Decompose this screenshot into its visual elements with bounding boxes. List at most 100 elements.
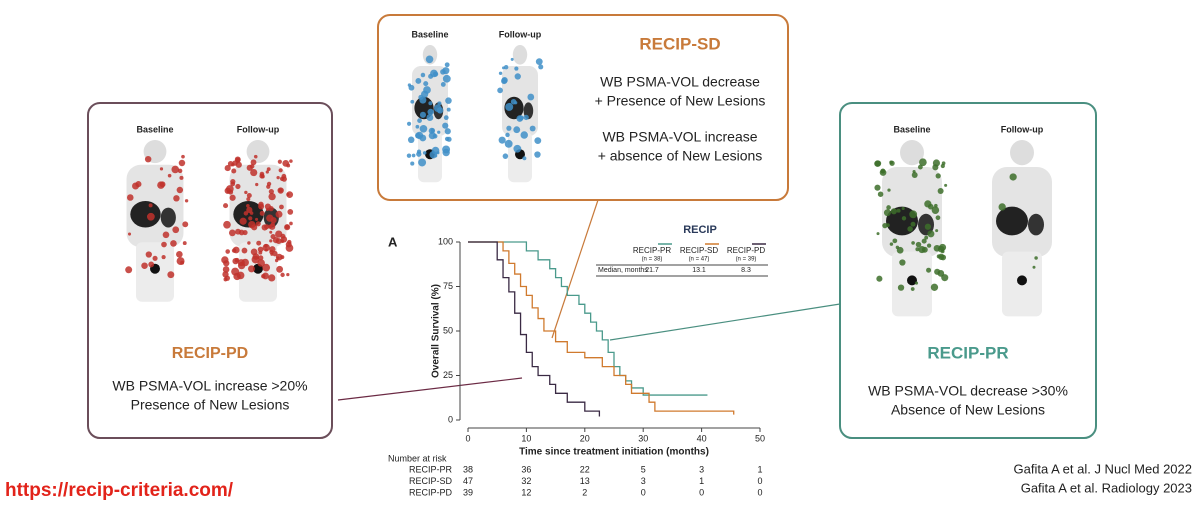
image-label: Follow-up <box>499 29 542 39</box>
image-label: Baseline <box>136 124 173 134</box>
pet-lesion <box>430 128 435 133</box>
pet-lesion <box>170 240 177 247</box>
pet-lesion <box>434 154 438 158</box>
pet-lesion <box>444 62 450 68</box>
pet-lesion <box>437 109 441 113</box>
pet-lesion <box>184 199 189 203</box>
pet-lesion <box>889 160 895 166</box>
pet-lesion <box>162 231 170 239</box>
pet-lesion <box>442 145 451 154</box>
pet-lesion <box>126 194 134 201</box>
pet-lesion <box>246 193 252 198</box>
url[interactable]: https://recip-criteria.com/ <box>5 480 234 501</box>
pet-lesion <box>505 102 514 111</box>
pet-lesion <box>286 273 290 277</box>
risk-name: RECIP-PD <box>409 487 453 497</box>
pet-lesion <box>159 181 166 188</box>
pet-lesion <box>901 216 907 221</box>
pet-lesion <box>504 139 513 148</box>
legend-n: (n = 38) <box>642 257 663 263</box>
pet-lesion <box>223 203 229 209</box>
image-label: Follow-up <box>237 124 280 134</box>
pet-lesion <box>415 78 422 84</box>
pet-lesion <box>911 172 918 178</box>
pet-lesion <box>248 216 253 221</box>
pet-lesion <box>235 183 241 190</box>
pet-lesion <box>926 243 932 248</box>
pet-lesion <box>924 235 929 240</box>
pet-lesion <box>227 160 234 167</box>
pet-lesion <box>406 121 412 126</box>
pet-lesion <box>917 164 923 170</box>
pet-lesion <box>230 181 236 187</box>
pet-lesion <box>535 58 543 66</box>
pet-lesion <box>877 191 884 197</box>
pet-lesion <box>892 238 898 244</box>
y-tick-label: 50 <box>443 325 453 335</box>
risk-count: 3 <box>699 464 704 474</box>
pet-lesion <box>231 168 237 174</box>
pet-lesion <box>268 274 276 282</box>
pet-lesion <box>250 159 257 166</box>
pet-lesion <box>258 203 265 210</box>
pet-lesion <box>278 168 283 173</box>
pet-lesion <box>505 132 510 138</box>
risk-count: 0 <box>757 476 762 486</box>
pet-lesion <box>428 101 433 106</box>
pet-lesion <box>886 205 891 210</box>
pet-lesion <box>269 239 273 243</box>
pet-lesion <box>276 265 284 273</box>
pet-lesion <box>270 252 274 256</box>
pet-lesion <box>880 168 886 174</box>
pet-lesion <box>246 203 250 208</box>
pet-lesion <box>406 153 412 158</box>
pet-lesion <box>418 158 427 167</box>
pet-lesion <box>437 101 442 106</box>
pet-lesion <box>934 203 938 208</box>
pet-lesion <box>264 224 270 230</box>
risk-count: 47 <box>463 476 473 486</box>
pet-lesion <box>223 220 231 229</box>
pet-lesion <box>222 266 230 273</box>
pet-lesion <box>933 244 941 252</box>
pet-lesion <box>1009 173 1017 181</box>
pet-lesion <box>410 99 415 104</box>
pet-lesion <box>266 167 271 172</box>
pet-lesion <box>937 270 945 277</box>
pet-lesion <box>874 184 881 191</box>
pet-lesion <box>268 205 274 212</box>
pet-lesion <box>176 251 183 258</box>
pet-lesion <box>275 210 283 218</box>
pet-lesion <box>935 229 939 233</box>
pet-lesion <box>529 125 536 132</box>
box-line: WB PSMA-VOL increase >20% <box>112 378 307 394</box>
pet-lesion <box>909 210 918 219</box>
pet-organ <box>130 201 161 228</box>
pet-lesion <box>924 200 932 208</box>
pet-lesion <box>887 188 891 192</box>
risk-title: Number at risk <box>388 453 447 463</box>
y-tick-label: 0 <box>448 414 453 424</box>
y-axis-label: Overall Survival (%) <box>431 284 442 378</box>
pet-lesion <box>502 153 509 159</box>
pet-lesion <box>440 81 446 87</box>
pet-lesion <box>265 170 269 174</box>
box-line: Absence of New Lesions <box>891 402 1045 418</box>
pet-lesion <box>927 230 935 238</box>
pet-lesion <box>250 168 258 177</box>
pet-organ <box>996 206 1028 236</box>
x-tick-label: 40 <box>697 433 707 443</box>
risk-count: 0 <box>699 487 704 497</box>
median-label: Median, months <box>598 267 648 274</box>
pet-lesion <box>144 155 152 163</box>
pet-lesion <box>914 281 919 285</box>
pet-lesion <box>235 161 242 168</box>
pet-lesion <box>270 217 277 224</box>
pet-lesion <box>937 187 944 194</box>
pet-lesion <box>257 246 264 253</box>
pet-lesion <box>422 151 427 155</box>
box-title: RECIP-SD <box>639 34 720 53</box>
pet-lesion <box>514 73 521 80</box>
pet-lesion <box>277 187 284 194</box>
